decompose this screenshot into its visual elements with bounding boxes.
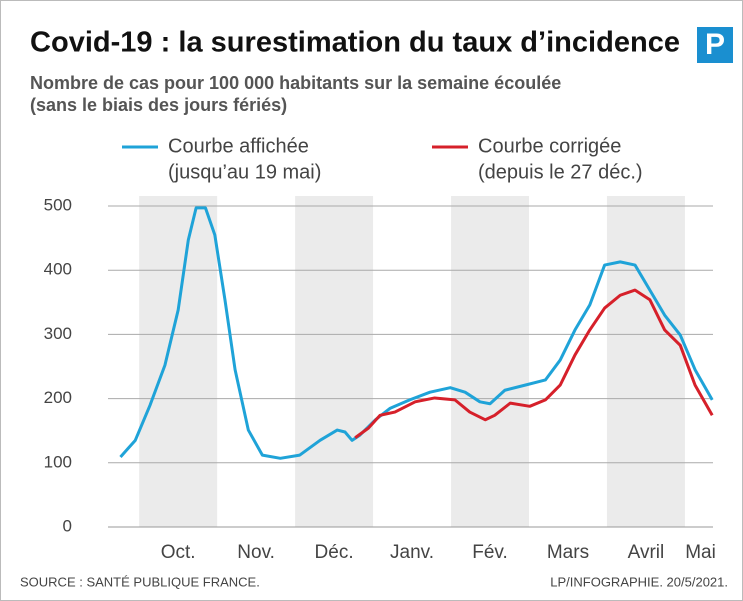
legend-note: (jusqu’au 19 mai) xyxy=(168,161,321,183)
month-band xyxy=(606,196,685,527)
legend-label: Courbe affichée xyxy=(168,135,309,157)
month-band xyxy=(139,196,218,527)
legend-note: (depuis le 27 déc.) xyxy=(478,161,643,183)
y-tick-label: 200 xyxy=(44,388,72,407)
y-tick-label: 100 xyxy=(44,452,72,471)
x-tick-label: Mai xyxy=(685,542,716,563)
x-tick-label: Nov. xyxy=(237,542,275,563)
chart-title: Covid-19 : la surestimation du taux d’in… xyxy=(30,27,680,59)
month-band xyxy=(295,196,374,527)
subtitle: Nombre de cas pour 100 000 habitants sur… xyxy=(30,73,561,93)
y-tick-label: 400 xyxy=(44,260,72,279)
x-tick-label: Janv. xyxy=(390,542,434,563)
source: SOURCE : SANTÉ PUBLIQUE FRANCE. xyxy=(20,574,260,589)
x-tick-label: Déc. xyxy=(315,542,354,563)
y-tick-label: 0 xyxy=(63,516,72,535)
x-tick-label: Mars xyxy=(547,542,589,563)
subtitle: (sans le biais des jours fériés) xyxy=(30,95,287,115)
month-band xyxy=(451,196,530,527)
x-tick-label: Avril xyxy=(628,542,665,563)
y-tick-label: 300 xyxy=(44,324,72,343)
credit: LP/INFOGRAPHIE. 20/5/2021. xyxy=(550,574,728,589)
x-tick-label: Fév. xyxy=(472,542,508,563)
x-tick-label: Oct. xyxy=(161,542,196,563)
plot-background xyxy=(139,196,685,527)
legend-label: Courbe corrigée xyxy=(478,135,621,157)
series-line xyxy=(354,288,714,439)
logo-box xyxy=(697,27,733,63)
y-tick-label: 500 xyxy=(44,195,72,214)
logo: P xyxy=(705,28,725,61)
